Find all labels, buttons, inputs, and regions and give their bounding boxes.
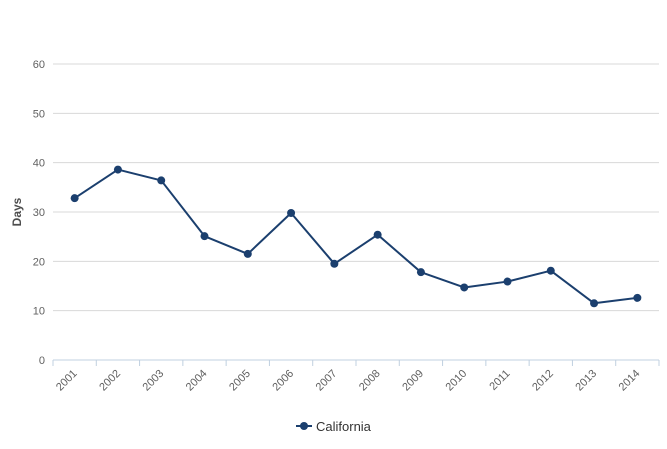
data-point[interactable] [633, 293, 642, 302]
x-tick-label: 2008 [357, 368, 383, 394]
x-tick-label: 2009 [400, 368, 426, 394]
series-layer [70, 165, 642, 308]
x-tick-label: 2003 [141, 368, 167, 394]
grid-lines [53, 63, 659, 361]
y-tick-label: 0 [39, 355, 45, 367]
series-line [74, 168, 638, 305]
y-tick-label: 50 [33, 108, 45, 120]
legend-label-california: California [316, 419, 372, 434]
y-axis-ticks: 0 10 20 30 40 50 60 [33, 59, 45, 367]
y-tick-label: 10 [33, 306, 45, 318]
y-tick-label: 30 [33, 207, 45, 219]
data-point[interactable] [157, 176, 166, 185]
data-point[interactable] [416, 268, 425, 277]
x-tick-label: 2011 [487, 368, 512, 393]
x-tick-label: 2012 [530, 368, 556, 394]
x-tick-label: 2002 [97, 368, 123, 394]
y-tick-label: 60 [33, 59, 45, 71]
x-tick-label: 2004 [184, 368, 210, 394]
y-tick-label: 20 [33, 256, 45, 268]
data-point[interactable] [373, 230, 382, 239]
x-tick-label: 2006 [270, 368, 296, 394]
x-axis: 2001 2002 2003 2004 2005 2006 2007 2008 2009 2010… [52, 360, 660, 394]
data-point[interactable] [546, 266, 555, 275]
data-point[interactable] [287, 208, 296, 217]
x-tick-label: 2001 [54, 368, 80, 394]
data-point[interactable] [70, 194, 79, 203]
x-tick-label: 2014 [617, 368, 643, 394]
data-point[interactable] [200, 232, 209, 241]
legend[interactable]: California [296, 419, 372, 434]
data-point[interactable] [460, 283, 469, 292]
data-point[interactable] [113, 165, 122, 174]
y-axis-title: Days [10, 197, 24, 226]
data-point[interactable] [243, 249, 252, 258]
data-point[interactable] [503, 277, 512, 286]
x-tick-label: 2010 [444, 368, 470, 394]
x-tick-label: 2013 [573, 368, 599, 394]
data-point[interactable] [590, 299, 599, 308]
x-tick-label: 2005 [227, 368, 253, 394]
y-tick-label: 40 [33, 158, 45, 170]
data-point[interactable] [330, 259, 339, 268]
legend-dot-marker [300, 422, 308, 430]
x-tick-label: 2007 [314, 368, 340, 394]
